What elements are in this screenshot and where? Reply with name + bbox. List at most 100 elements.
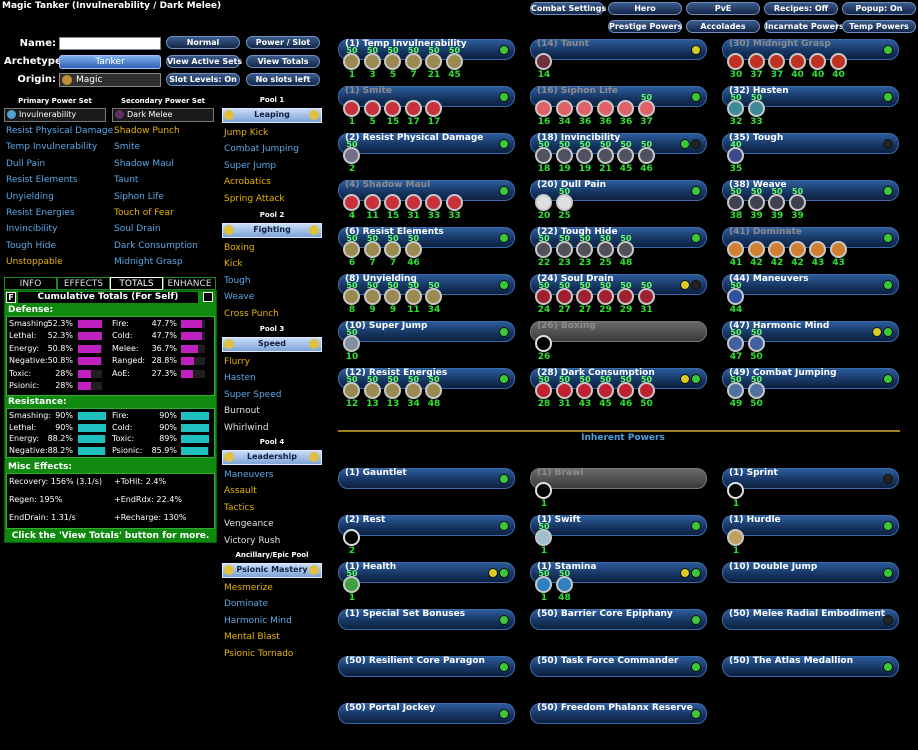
slot-icon[interactable] [343,288,360,305]
set-select[interactable]: Invulnerability [4,108,106,122]
slot-icon[interactable] [384,288,401,305]
slot-icon[interactable] [637,382,655,399]
slot-icon[interactable] [617,147,634,164]
origin-select[interactable]: Magic [59,73,161,87]
slot-icon[interactable] [617,382,634,399]
slot-icon[interactable] [535,482,552,499]
power-list-item[interactable]: Victory Rush [224,535,281,546]
slot-icon[interactable] [727,194,744,211]
slot-icon[interactable] [555,288,573,305]
slot-icon[interactable] [617,100,634,117]
slot-icon[interactable] [788,194,806,211]
power-bar[interactable] [722,274,899,295]
slot-icon[interactable] [768,53,785,70]
power-bar[interactable] [530,39,707,60]
slot-icon[interactable] [384,53,401,70]
slot-icon[interactable] [727,53,744,70]
slot-icon[interactable] [404,53,422,70]
pool-header[interactable]: Leadership [222,450,322,465]
slot-icon[interactable] [404,241,422,258]
slot-icon[interactable] [576,288,593,305]
slot-icon[interactable] [747,53,765,70]
slot-icon[interactable] [617,288,634,305]
slot-icon[interactable] [425,382,442,399]
power-bar[interactable] [338,515,515,536]
slot-icon[interactable] [809,53,826,70]
top-button[interactable]: Hero [608,2,682,15]
power-list-item[interactable]: Unyielding [6,191,54,202]
pool-header[interactable]: Leaping [222,108,322,123]
slot-icon[interactable] [727,482,744,499]
slot-icon[interactable] [363,194,381,211]
power-bar[interactable] [722,515,899,536]
power-list-item[interactable]: Burnout [224,406,260,417]
slot-icon[interactable] [343,335,360,352]
power-bar[interactable] [722,321,899,342]
power-bar[interactable] [530,321,707,342]
slot-icon[interactable] [535,576,552,593]
slot-icon[interactable] [727,241,744,258]
slot-icon[interactable] [404,382,422,399]
power-list-item[interactable]: Unstoppable [6,257,63,268]
slot-icon[interactable] [535,288,552,305]
power-bar[interactable] [338,321,515,342]
slot-icon[interactable] [596,100,614,117]
power-bar[interactable] [530,703,707,724]
slot-icon[interactable] [829,53,847,70]
set-select[interactable]: Dark Melee [112,108,214,122]
slot-icon[interactable] [617,241,634,258]
mode-button[interactable]: Power / Slot [246,36,320,49]
power-bar[interactable] [530,609,707,630]
slot-icon[interactable] [596,288,614,305]
slot-icon[interactable] [727,529,744,546]
slot-icon[interactable] [637,288,655,305]
slot-icon[interactable] [768,241,785,258]
slot-icon[interactable] [384,194,401,211]
slot-icon[interactable] [788,241,806,258]
power-list-item[interactable]: Harmonic Mind [224,615,292,626]
slot-icon[interactable] [576,241,593,258]
power-list-item[interactable]: Weave [224,292,255,303]
slot-icon[interactable] [555,194,573,211]
power-bar[interactable] [722,468,899,489]
top-button[interactable]: Popup: On [842,2,916,15]
slot-icon[interactable] [727,288,744,305]
pool-header[interactable]: Speed [222,337,322,352]
power-list-item[interactable]: Resist Energies [6,208,75,218]
power-bar[interactable] [338,562,515,583]
top-button[interactable]: Prestige Powers [608,20,683,33]
power-bar[interactable] [722,86,899,107]
power-list-item[interactable]: Whirlwind [224,422,269,433]
power-list-item[interactable]: Siphon Life [114,191,164,202]
slot-icon[interactable] [363,288,381,305]
power-bar[interactable] [722,562,899,583]
slot-icon[interactable] [363,241,381,258]
slot-icon[interactable] [727,382,744,399]
power-list-item[interactable]: Combat Jumping [224,144,299,155]
top-button[interactable]: Recipes: Off [764,2,838,15]
power-list-item[interactable]: Super Speed [224,389,282,400]
tab[interactable]: INFO [4,277,57,290]
top-button[interactable]: PvE [686,2,760,15]
slot-icon[interactable] [425,53,442,70]
power-list-item[interactable]: Psionic Tornado [224,648,294,659]
power-list-item[interactable]: Mental Blast [224,632,280,643]
slot-icon[interactable] [535,529,552,546]
power-list-item[interactable]: Acrobatics [224,177,271,188]
power-bar[interactable] [338,468,515,489]
power-list-item[interactable]: Flurry [224,357,250,367]
power-bar[interactable] [530,656,707,677]
slot-icon[interactable] [535,241,552,258]
slot-icon[interactable] [425,194,442,211]
power-bar[interactable] [338,227,515,248]
power-bar[interactable] [338,609,515,630]
power-list-item[interactable]: Dull Pain [6,158,46,169]
power-list-item[interactable]: Vengeance [224,519,274,530]
slot-icon[interactable] [535,194,552,211]
slot-icon[interactable] [727,100,744,117]
top-button[interactable]: Combat Settings [530,2,607,15]
slot-icon[interactable] [555,576,573,593]
power-list-item[interactable]: Kick [224,259,243,270]
power-bar[interactable] [722,180,899,201]
slot-icon[interactable] [596,241,614,258]
